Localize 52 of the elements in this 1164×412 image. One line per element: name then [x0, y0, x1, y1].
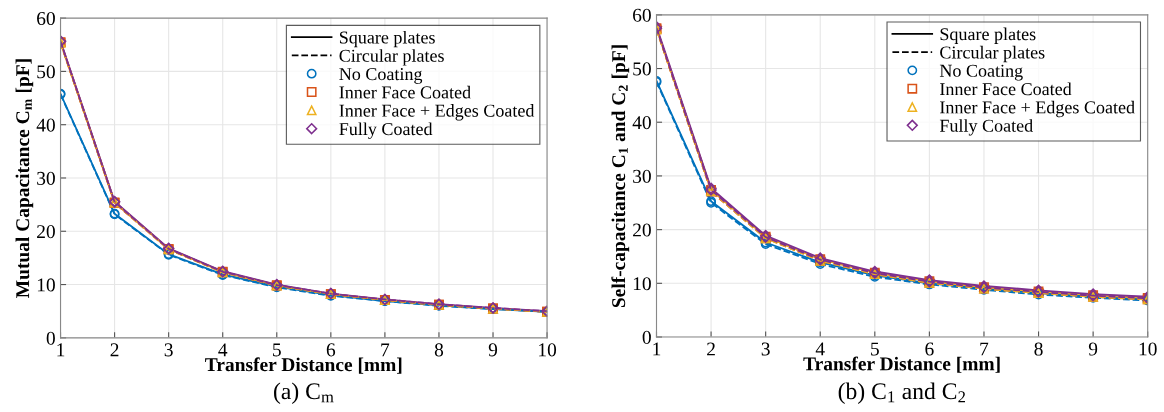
x-tick-label: 6: [326, 343, 336, 357]
x-tick-label: 2: [110, 343, 119, 357]
y-tick-label: 40: [36, 118, 55, 132]
legend-label: Square plates: [339, 30, 435, 48]
legend-label: Inner Face Coated: [339, 85, 471, 99]
x-tick-label: 3: [761, 342, 770, 356]
y-tick-label: 20: [37, 225, 55, 239]
y-tick-label: 50: [37, 65, 55, 79]
y-axis-title: Self-capacitance C$_{1}$ and C$_{2}$ [pF]: [611, 45, 630, 308]
text: (a) C$_{m}$: [274, 382, 334, 405]
x-tick-label: 2: [707, 342, 715, 356]
x-tick-label: 7: [381, 343, 390, 357]
x-axis-title: Transfer Distance [mm]: [803, 356, 1000, 373]
y-tick-label: 60: [37, 11, 55, 26]
legend-label: Fully Coated: [339, 122, 433, 139]
legend-label: No Coating: [939, 64, 1023, 81]
x-tick-label: 5: [871, 342, 879, 356]
legend-label: Inner Face + Edges Coated: [940, 100, 1135, 118]
x-tick-label: 3: [164, 343, 173, 357]
y-tick-label: 40: [632, 116, 651, 130]
y-tick-label: 30: [37, 171, 55, 185]
y-tick-label: 20: [633, 223, 651, 237]
y-axis-title: Mutual Capacitance C$_{m}$ [pF]: [15, 59, 34, 298]
y-tick-label: 0: [46, 331, 55, 345]
legend-label: Inner Face + Edges Coated: [339, 104, 535, 121]
x-tick-label: 7: [980, 342, 989, 356]
y-tick-label: 10: [633, 277, 651, 291]
legend-label: Fully Coated: [939, 119, 1033, 136]
y-tick-label: 10: [37, 278, 55, 292]
y-tick-label: 0: [642, 330, 651, 344]
legend-label: Circular plates: [339, 49, 444, 66]
x-tick-label: 9: [488, 343, 498, 357]
x-tick-label: 1: [653, 342, 661, 356]
x-tick-label: 8: [434, 343, 444, 357]
x-tick-label: 9: [1088, 342, 1098, 356]
legend-label: Square plates: [940, 27, 1036, 44]
x-tick-label: 6: [925, 342, 934, 356]
x-tick-label: 10: [1139, 342, 1157, 356]
legend-label: Inner Face Coated: [940, 82, 1072, 96]
x-tick-label: 10: [539, 343, 557, 357]
x-axis-title: Transfer Distance [mm]: [205, 357, 402, 374]
y-tick-label: 60: [633, 8, 651, 22]
legend-label: Circular plates: [940, 45, 1045, 63]
x-tick-label: 8: [1034, 342, 1043, 356]
x-tick-label: 1: [57, 343, 65, 357]
x-tick-label: 4: [815, 342, 825, 356]
legend-label: No Coating: [339, 68, 423, 84]
x-tick-label: 4: [218, 343, 228, 357]
y-tick-label: 30: [633, 169, 651, 183]
y-tick-label: 50: [633, 62, 651, 76]
x-tick-label: 5: [273, 343, 281, 357]
text: (b) C$_{1}$ and C$_{2}$: [838, 382, 966, 405]
